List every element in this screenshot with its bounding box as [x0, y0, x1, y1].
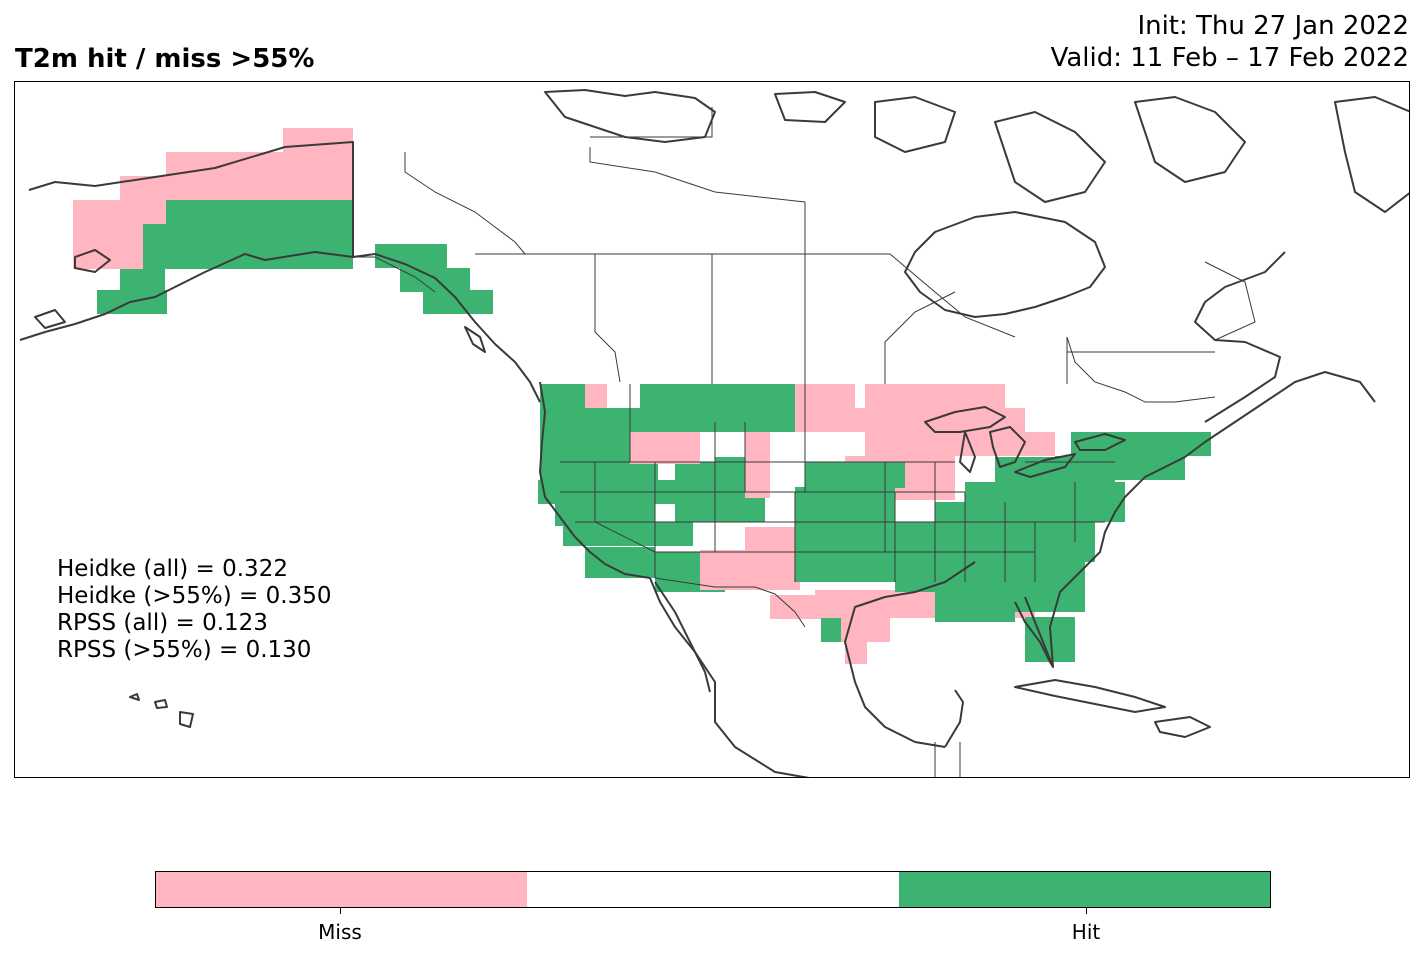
cell-us-west	[585, 547, 655, 578]
cell-us-west	[540, 432, 563, 492]
cell-us-southwest-new-mexico	[745, 527, 800, 551]
cell-alaska-south	[120, 269, 165, 293]
init-date: Init: Thu 27 Jan 2022	[1137, 11, 1409, 41]
colorbar-label-miss: Miss	[318, 920, 362, 944]
cell-us-upper-midwest	[865, 384, 1005, 408]
cell-us-northern-plains	[630, 432, 700, 464]
score-rpss-55: RPSS (>55%) = 0.130	[57, 637, 312, 663]
cell-us-west	[540, 384, 588, 408]
cell-us-west	[1055, 456, 1185, 480]
cell-alaska-south	[327, 200, 353, 224]
score-rpss-all: RPSS (all) = 0.123	[57, 610, 268, 636]
cell-us-east	[795, 487, 895, 523]
cell-us-southeast	[935, 582, 1015, 622]
colorbar	[155, 871, 1271, 908]
cell-alaska-north	[120, 176, 353, 200]
map-frame	[14, 81, 1410, 778]
cell-us-northern-plains	[585, 384, 607, 408]
cell-us-west	[640, 384, 772, 432]
cell-alaska-panhandle	[400, 268, 470, 292]
colorbar-tick-miss	[340, 908, 341, 914]
cell-us-southeast	[821, 618, 841, 642]
cell-alaska-south	[143, 224, 353, 269]
colorbar-neutral-segment	[527, 872, 899, 907]
colorbar-tick-hit	[1086, 908, 1087, 914]
cell-alaska-panhandle	[375, 244, 447, 268]
cell-us-west	[563, 522, 693, 546]
cell-us-west	[1055, 480, 1115, 504]
cell-us-upper-midwest	[865, 432, 1055, 456]
score-heidke-all: Heidke (all) = 0.322	[57, 556, 288, 582]
political-borders	[352, 107, 1256, 777]
cell-alaska-north	[166, 152, 353, 176]
cell-us-gulf-coast	[845, 642, 867, 664]
skill-scores: Heidke (all) = 0.322 Heidke (>55%) = 0.3…	[57, 556, 331, 664]
cell-alaska-north	[283, 128, 353, 152]
colorbar-label-hit: Hit	[1071, 920, 1101, 944]
cell-us-southwest-new-mexico	[700, 550, 800, 590]
colorbar-hit-segment	[898, 872, 1270, 907]
map-canvas	[19, 89, 1409, 777]
cell-alaska-south	[166, 200, 353, 224]
colorbar-miss-segment	[156, 872, 528, 907]
cell-us-northern-plains	[745, 432, 770, 498]
cell-us-northern-plains	[795, 384, 855, 408]
cell-us-west	[563, 432, 633, 456]
score-heidke-55: Heidke (>55%) = 0.350	[57, 583, 332, 609]
valid-period: Valid: 11 Feb – 17 Feb 2022	[1050, 43, 1409, 73]
chart-title: T2m hit / miss >55%	[15, 44, 315, 74]
cell-us-east	[805, 462, 905, 488]
